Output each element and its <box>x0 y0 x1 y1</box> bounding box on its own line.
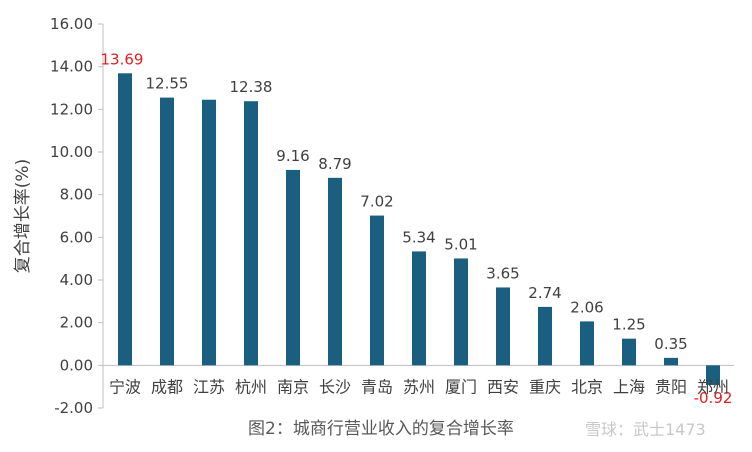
category-label: 江苏 <box>193 377 225 396</box>
category-label: 西安 <box>487 377 519 396</box>
bar <box>538 306 552 366</box>
bar <box>580 321 594 366</box>
y-tick-label: 12.00 <box>50 100 93 118</box>
figure-caption: 图2：城商行营业收入的复合增长率 <box>248 419 514 439</box>
data-label: 12.55 <box>146 75 189 93</box>
data-label: 0.35 <box>654 335 687 353</box>
data-label: 8.79 <box>318 155 351 173</box>
y-tick-label: 6.00 <box>60 228 93 246</box>
bar <box>328 177 342 366</box>
bar <box>370 215 384 366</box>
category-label: 厦门 <box>445 377 477 396</box>
category-label: 宁波 <box>109 377 141 396</box>
bar <box>664 357 678 366</box>
bar <box>244 101 258 366</box>
watermark: 雪球：武士1473 <box>585 420 706 439</box>
y-tick-label: 0.00 <box>60 356 93 374</box>
bar <box>454 258 468 366</box>
category-label: 长沙 <box>319 377 351 396</box>
category-label: 苏州 <box>403 377 435 396</box>
bar <box>286 169 300 366</box>
data-label: 1.25 <box>612 316 645 334</box>
bar <box>160 97 174 366</box>
bar <box>496 287 510 366</box>
data-label: -0.92 <box>694 389 733 407</box>
bar <box>622 338 636 366</box>
data-label: 5.01 <box>444 235 477 253</box>
data-label: 12.38 <box>230 78 273 96</box>
data-label: 2.06 <box>570 298 603 316</box>
data-label: 5.34 <box>402 228 435 246</box>
category-label: 上海 <box>613 377 645 396</box>
y-axis-title: 复合增长率(%) <box>13 159 33 273</box>
data-label: 2.74 <box>528 284 561 302</box>
y-tick-label: 10.00 <box>50 143 93 161</box>
data-label: 3.65 <box>486 264 519 282</box>
category-label: 南京 <box>277 377 309 396</box>
category-label: 青岛 <box>361 377 393 396</box>
y-tick-label: -2.00 <box>54 399 93 417</box>
y-tick-label: 8.00 <box>60 186 93 204</box>
category-label: 贵阳 <box>655 377 687 396</box>
bar <box>202 99 216 366</box>
category-label: 北京 <box>571 377 603 396</box>
y-tick-label: 16.00 <box>50 15 93 33</box>
y-tick-label: 4.00 <box>60 271 93 289</box>
data-label: 7.02 <box>360 193 393 211</box>
bar <box>118 73 132 366</box>
category-label: 杭州 <box>235 377 267 396</box>
data-label: 13.69 <box>101 50 144 68</box>
data-label: 9.16 <box>276 147 309 165</box>
bar <box>706 365 720 385</box>
bar <box>412 251 426 366</box>
category-label: 成都 <box>151 377 183 396</box>
category-label: 郑州 <box>697 377 729 396</box>
y-tick-label: 14.00 <box>50 58 93 76</box>
category-label: 重庆 <box>529 377 561 396</box>
y-tick-label: 2.00 <box>60 314 93 332</box>
